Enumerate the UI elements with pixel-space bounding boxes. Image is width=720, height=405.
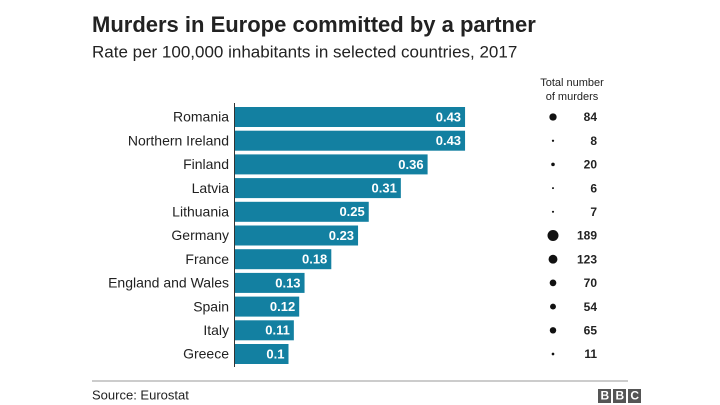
logo: BBC <box>601 389 646 403</box>
source: Source: Eurostat <box>92 387 189 402</box>
value-label: 0.18 <box>302 252 327 267</box>
bar <box>235 344 289 364</box>
totals-title: of murders <box>546 91 599 103</box>
total-dot <box>551 139 555 142</box>
chart-title: Murders in Europe committed by a partner <box>92 12 536 37</box>
category-label: Lithuania <box>172 204 229 220</box>
value-label: 0.12 <box>270 299 295 314</box>
category-label: Germany <box>171 227 229 243</box>
value-label: 0.25 <box>339 204 364 219</box>
value-label: 0.43 <box>436 133 461 148</box>
value-label: 0.11 <box>265 323 290 338</box>
category-label: England and Wales <box>108 275 229 291</box>
value-label: 0.23 <box>329 228 354 243</box>
value-label: 0.31 <box>372 181 397 196</box>
bar <box>235 178 401 199</box>
total-label: 84 <box>584 110 598 124</box>
bar <box>235 201 369 222</box>
total-dot <box>549 279 557 287</box>
category-label: France <box>185 251 229 267</box>
category-label: Spain <box>193 298 229 314</box>
logo-box <box>598 389 611 403</box>
value-label: 0.36 <box>398 157 423 172</box>
total-label: 189 <box>577 229 597 243</box>
category-label: Greece <box>183 346 229 362</box>
total-dot <box>549 113 557 121</box>
total-label: 7 <box>590 205 597 219</box>
bar <box>235 272 305 293</box>
bar <box>235 107 466 127</box>
chart-subtitle: Rate per 100,000 inhabitants in selected… <box>92 42 517 61</box>
logo-box <box>628 389 641 403</box>
category-label: Finland <box>183 156 229 172</box>
total-dot <box>551 352 555 356</box>
total-label: 6 <box>590 181 597 195</box>
value-label: 0.43 <box>436 109 461 124</box>
bar <box>235 130 466 151</box>
total-label: 20 <box>584 158 598 172</box>
value-label: 0.13 <box>275 275 300 290</box>
total-dot <box>551 210 555 213</box>
total-label: 70 <box>584 276 598 290</box>
total-dot <box>547 230 559 241</box>
total-label: 54 <box>584 300 598 314</box>
totals-title: Total number <box>540 77 604 89</box>
bar <box>235 225 359 246</box>
bar <box>235 296 300 317</box>
total-dot <box>549 327 557 334</box>
total-dot <box>550 303 556 310</box>
bar <box>235 249 332 270</box>
total-label: 8 <box>590 134 597 148</box>
total-label: 11 <box>584 347 597 361</box>
total-label: 123 <box>577 252 597 266</box>
category-label: Latvia <box>192 180 230 196</box>
total-dot <box>551 162 555 167</box>
value-label: 0.1 <box>266 346 284 361</box>
bar <box>235 320 294 341</box>
category-label: Romania <box>173 109 229 125</box>
total-dot <box>548 254 558 264</box>
total-dot <box>552 187 554 190</box>
logo-box <box>613 389 626 403</box>
category-label: Northern Ireland <box>128 132 229 148</box>
category-label: Italy <box>203 322 229 338</box>
total-label: 65 <box>584 323 598 337</box>
bar <box>235 154 428 175</box>
